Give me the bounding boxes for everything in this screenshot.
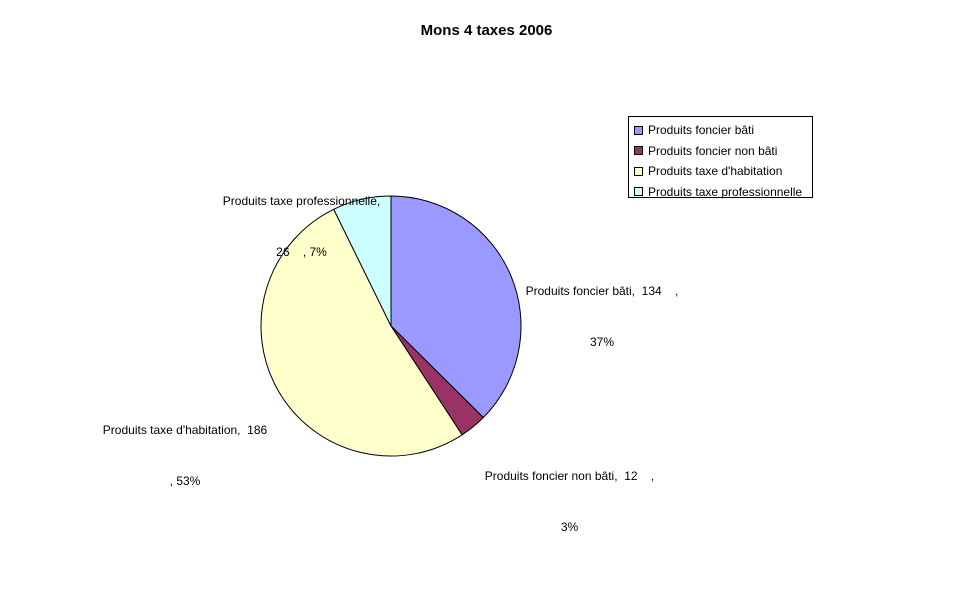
legend-swatch xyxy=(634,146,643,156)
slice-label-taxe-habitation: Produits taxe d'habitation, 186 , 53% xyxy=(102,423,268,488)
chart-title: Mons 4 taxes 2006 xyxy=(420,22,553,39)
legend-item: Produits foncier bâti xyxy=(634,120,812,141)
slice-label-foncier-bati: Produits foncier bâti, 134 , 37% xyxy=(525,284,679,349)
legend-item: Produits taxe professionnelle xyxy=(634,182,812,203)
legend: Produits foncier bâti Produits foncier n… xyxy=(628,116,813,199)
legend-item: Produits taxe d'habitation xyxy=(634,161,812,182)
legend-swatch xyxy=(634,166,643,176)
legend-label: Produits taxe d'habitation xyxy=(648,164,783,179)
legend-swatch xyxy=(634,125,643,135)
pie-slice-foncier-bati xyxy=(390,195,522,419)
pie-slice-taxe-habitation xyxy=(260,208,463,457)
slice-label-foncier-non-bati: Produits foncier non bâti, 12 , 3% xyxy=(484,469,655,534)
legend-label: Produits foncier bâti xyxy=(648,123,755,138)
legend-label: Produits taxe professionnelle xyxy=(648,184,803,199)
legend-swatch xyxy=(634,187,643,197)
slice-label-taxe-professionnelle: Produits taxe professionnelle, 26 , 7% xyxy=(222,194,381,259)
legend-label: Produits foncier non bâti xyxy=(648,143,778,158)
legend-item: Produits foncier non bâti xyxy=(634,141,812,162)
pie-slice-taxe-professionnelle xyxy=(333,195,392,327)
